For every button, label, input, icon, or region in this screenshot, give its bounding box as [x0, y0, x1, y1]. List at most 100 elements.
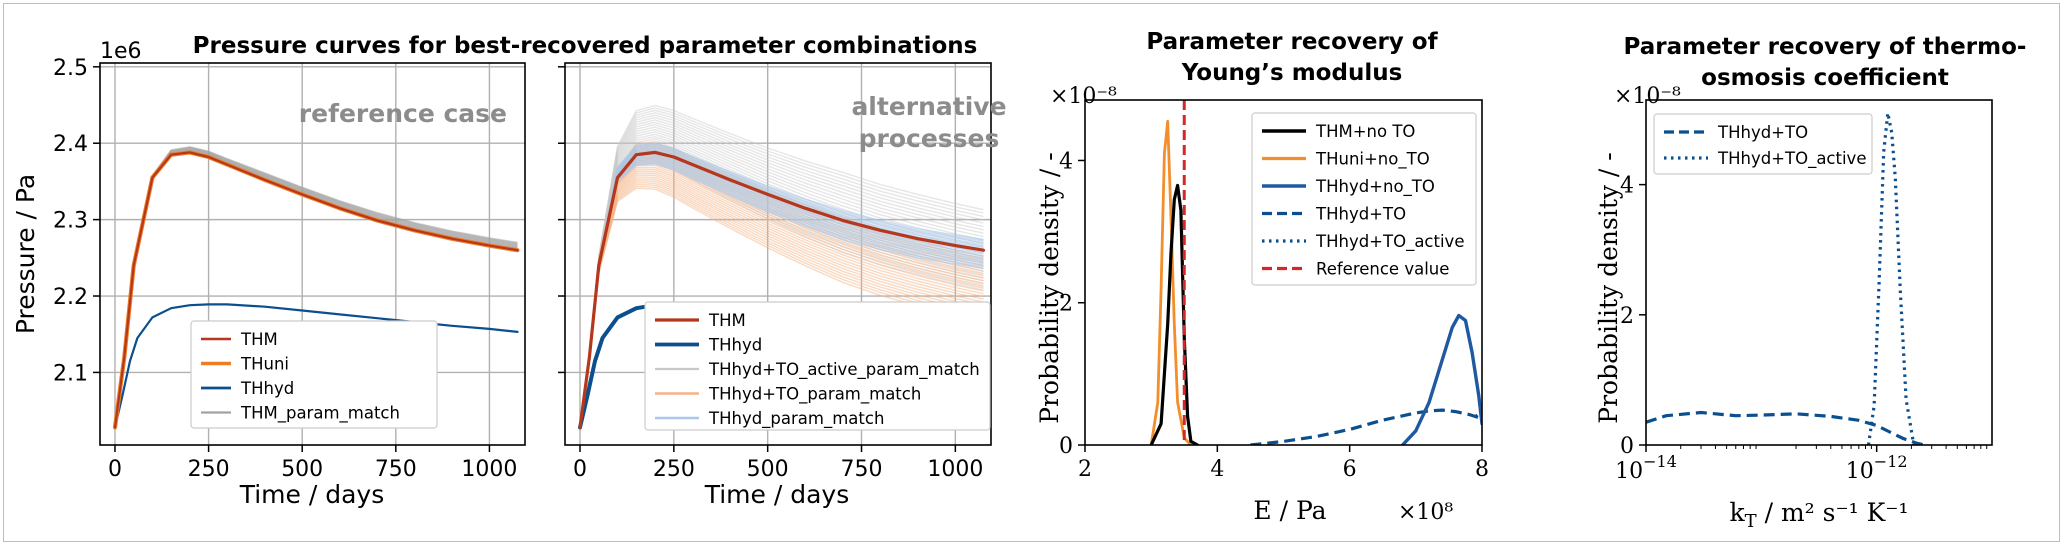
series-thhyd-to-active — [1866, 111, 1916, 445]
thhyd-to-active-param-match-member — [579, 109, 984, 428]
thhyd-to-active-param-match-member — [579, 116, 984, 428]
x-tick-exponent: −14 — [1643, 452, 1677, 471]
y-tick-label: 2.1 — [53, 361, 88, 386]
y-tick-label: 2.5 — [53, 56, 88, 81]
x-tick-label: 1000 — [461, 457, 517, 482]
plot-area — [578, 104, 986, 430]
plot-area — [1149, 100, 1482, 445]
x-tick-label: 10−12 — [1846, 452, 1908, 484]
panel-reference-case: 0 250 500 750 1000 2.1 2.2 2.3 2.4 2.5 reference … — [11, 39, 526, 509]
x-tick-label: 2 — [1078, 457, 1092, 482]
thhyd-to-active-param-match-member — [579, 107, 984, 428]
legend-entry: THM — [240, 330, 278, 349]
x-tick-base: 10 — [1615, 459, 1643, 484]
thermo-title-line2: osmosis coefficient — [1701, 65, 1949, 91]
thhyd-to-active-param-match-member — [579, 104, 984, 428]
legend: THM THhyd THhyd+TO_active_param_match THhyd… — [644, 301, 991, 431]
legend-box — [644, 301, 991, 431]
legend-entry: THhyd — [240, 379, 294, 398]
legend: THM+no TO THuni+no_TO THhyd+no_TO THhyd+TO T… — [1251, 112, 1477, 286]
x-axis-label: kT / m² s⁻¹ K⁻¹ — [1729, 498, 1908, 532]
y-tick-label: 0 — [1059, 434, 1073, 459]
legend-entry: THhyd_param_match — [708, 409, 884, 429]
y-axis-label: Pressure / Pa — [11, 174, 40, 334]
y-axis-label: Probability density / - — [1035, 152, 1064, 424]
x-tick-base: 10 — [1846, 459, 1874, 484]
series-thhyd-to-active — [1474, 411, 1482, 418]
legend-entry: THhyd+TO_active_param_match — [708, 360, 980, 380]
y-scale-label: 1e6 — [100, 39, 142, 64]
plot-area — [1646, 111, 1925, 445]
x-tick-label: 0 — [108, 457, 122, 482]
x-tick-label: 0 — [573, 457, 587, 482]
axes-frame — [1084, 99, 1483, 446]
legend-box — [190, 320, 438, 429]
y-tick-label: 2.4 — [53, 132, 88, 157]
x-axis-label: E / Pa — [1253, 496, 1326, 525]
series-thhyd-no-to — [1400, 313, 1482, 445]
x-tick-label: 6 — [1343, 457, 1357, 482]
series-thm — [113, 151, 519, 429]
legend: THM THuni THhyd THM_param_match — [190, 320, 438, 429]
legend-entry: THhyd+TO_active — [1717, 149, 1866, 169]
x-tick-label: 250 — [653, 457, 695, 482]
series-thhyd-to — [1250, 408, 1482, 445]
thhyd-to-active-param-match-member — [579, 124, 984, 428]
x-tick-label: 250 — [188, 457, 230, 482]
y-scale-label: ×10⁻⁸ — [1614, 84, 1681, 109]
y-tick-label: 4 — [1059, 149, 1073, 174]
youngs-title-line2: Young’s modulus — [1181, 60, 1403, 86]
series-thhyd-to — [1646, 410, 1925, 445]
thhyd-to-active-param-match-member — [579, 119, 984, 428]
legend-entry: THhyd — [708, 336, 762, 355]
y-tick-label: 2 — [1620, 304, 1634, 329]
y-scale-label: ×10⁻⁸ — [1050, 84, 1117, 109]
legend-entry: Reference value — [1316, 260, 1449, 279]
legend: THhyd+TO THhyd+TO_active — [1653, 113, 1873, 175]
legend-entry: THhyd+TO — [1315, 205, 1406, 224]
legend-entry: THhyd+TO_param_match — [708, 385, 921, 405]
legend-box — [1251, 112, 1477, 286]
x-tick-label: 750 — [841, 457, 883, 482]
annotation-alternative: alternative — [851, 92, 1006, 121]
thhyd-to-active-param-match-member — [579, 121, 984, 428]
y-tick-label: 0 — [1620, 434, 1634, 459]
legend-entry: THM_param_match — [240, 404, 400, 424]
x-scale-label: ×10⁸ — [1398, 500, 1453, 525]
x-axis-label-k: k — [1729, 498, 1745, 527]
y-tick-label: 4 — [1620, 174, 1634, 199]
series-thm — [578, 150, 986, 429]
youngs-title-line1: Parameter recovery of — [1146, 29, 1438, 55]
y-tick-label: 2.2 — [53, 285, 88, 310]
legend-box — [1653, 113, 1873, 175]
legend-entry: THuni+no_TO — [1315, 150, 1430, 170]
x-axis-label: Time / days — [239, 480, 385, 509]
x-tick-label: 750 — [375, 457, 417, 482]
legend-entry: THM+no TO — [1315, 122, 1415, 141]
x-axis-label-sub: T — [1745, 511, 1757, 532]
x-tick-label: 500 — [747, 457, 789, 482]
legend-entry: THhyd+no_TO — [1315, 177, 1435, 197]
x-tick-label: 1000 — [927, 457, 983, 482]
x-tick-exponent: −12 — [1874, 452, 1908, 471]
y-axis-label: Probability density / - — [1594, 152, 1623, 424]
thermo-title-line1: Parameter recovery of thermo- — [1624, 34, 2027, 60]
y-tick-label: 2 — [1059, 292, 1073, 317]
legend-entry: THM — [708, 311, 746, 330]
legend-entry: THhyd+TO — [1717, 123, 1808, 142]
ticks: 0 250 500 750 1000 — [558, 66, 983, 482]
x-tick-label: 8 — [1475, 457, 1489, 482]
series-thm-no-to — [1149, 183, 1200, 445]
pressure-group-title: Pressure curves for best-recovered param… — [193, 33, 978, 59]
axes-frame — [1645, 99, 1993, 446]
annotation-reference-case: reference case — [299, 99, 507, 128]
panel-alternative-processes: 0 250 500 750 1000 alternative processes Tim… — [558, 62, 1007, 509]
legend-entry: THhyd+TO_active — [1315, 232, 1464, 252]
y-tick-label: 2.3 — [53, 209, 88, 234]
x-tick-label: 500 — [281, 457, 323, 482]
